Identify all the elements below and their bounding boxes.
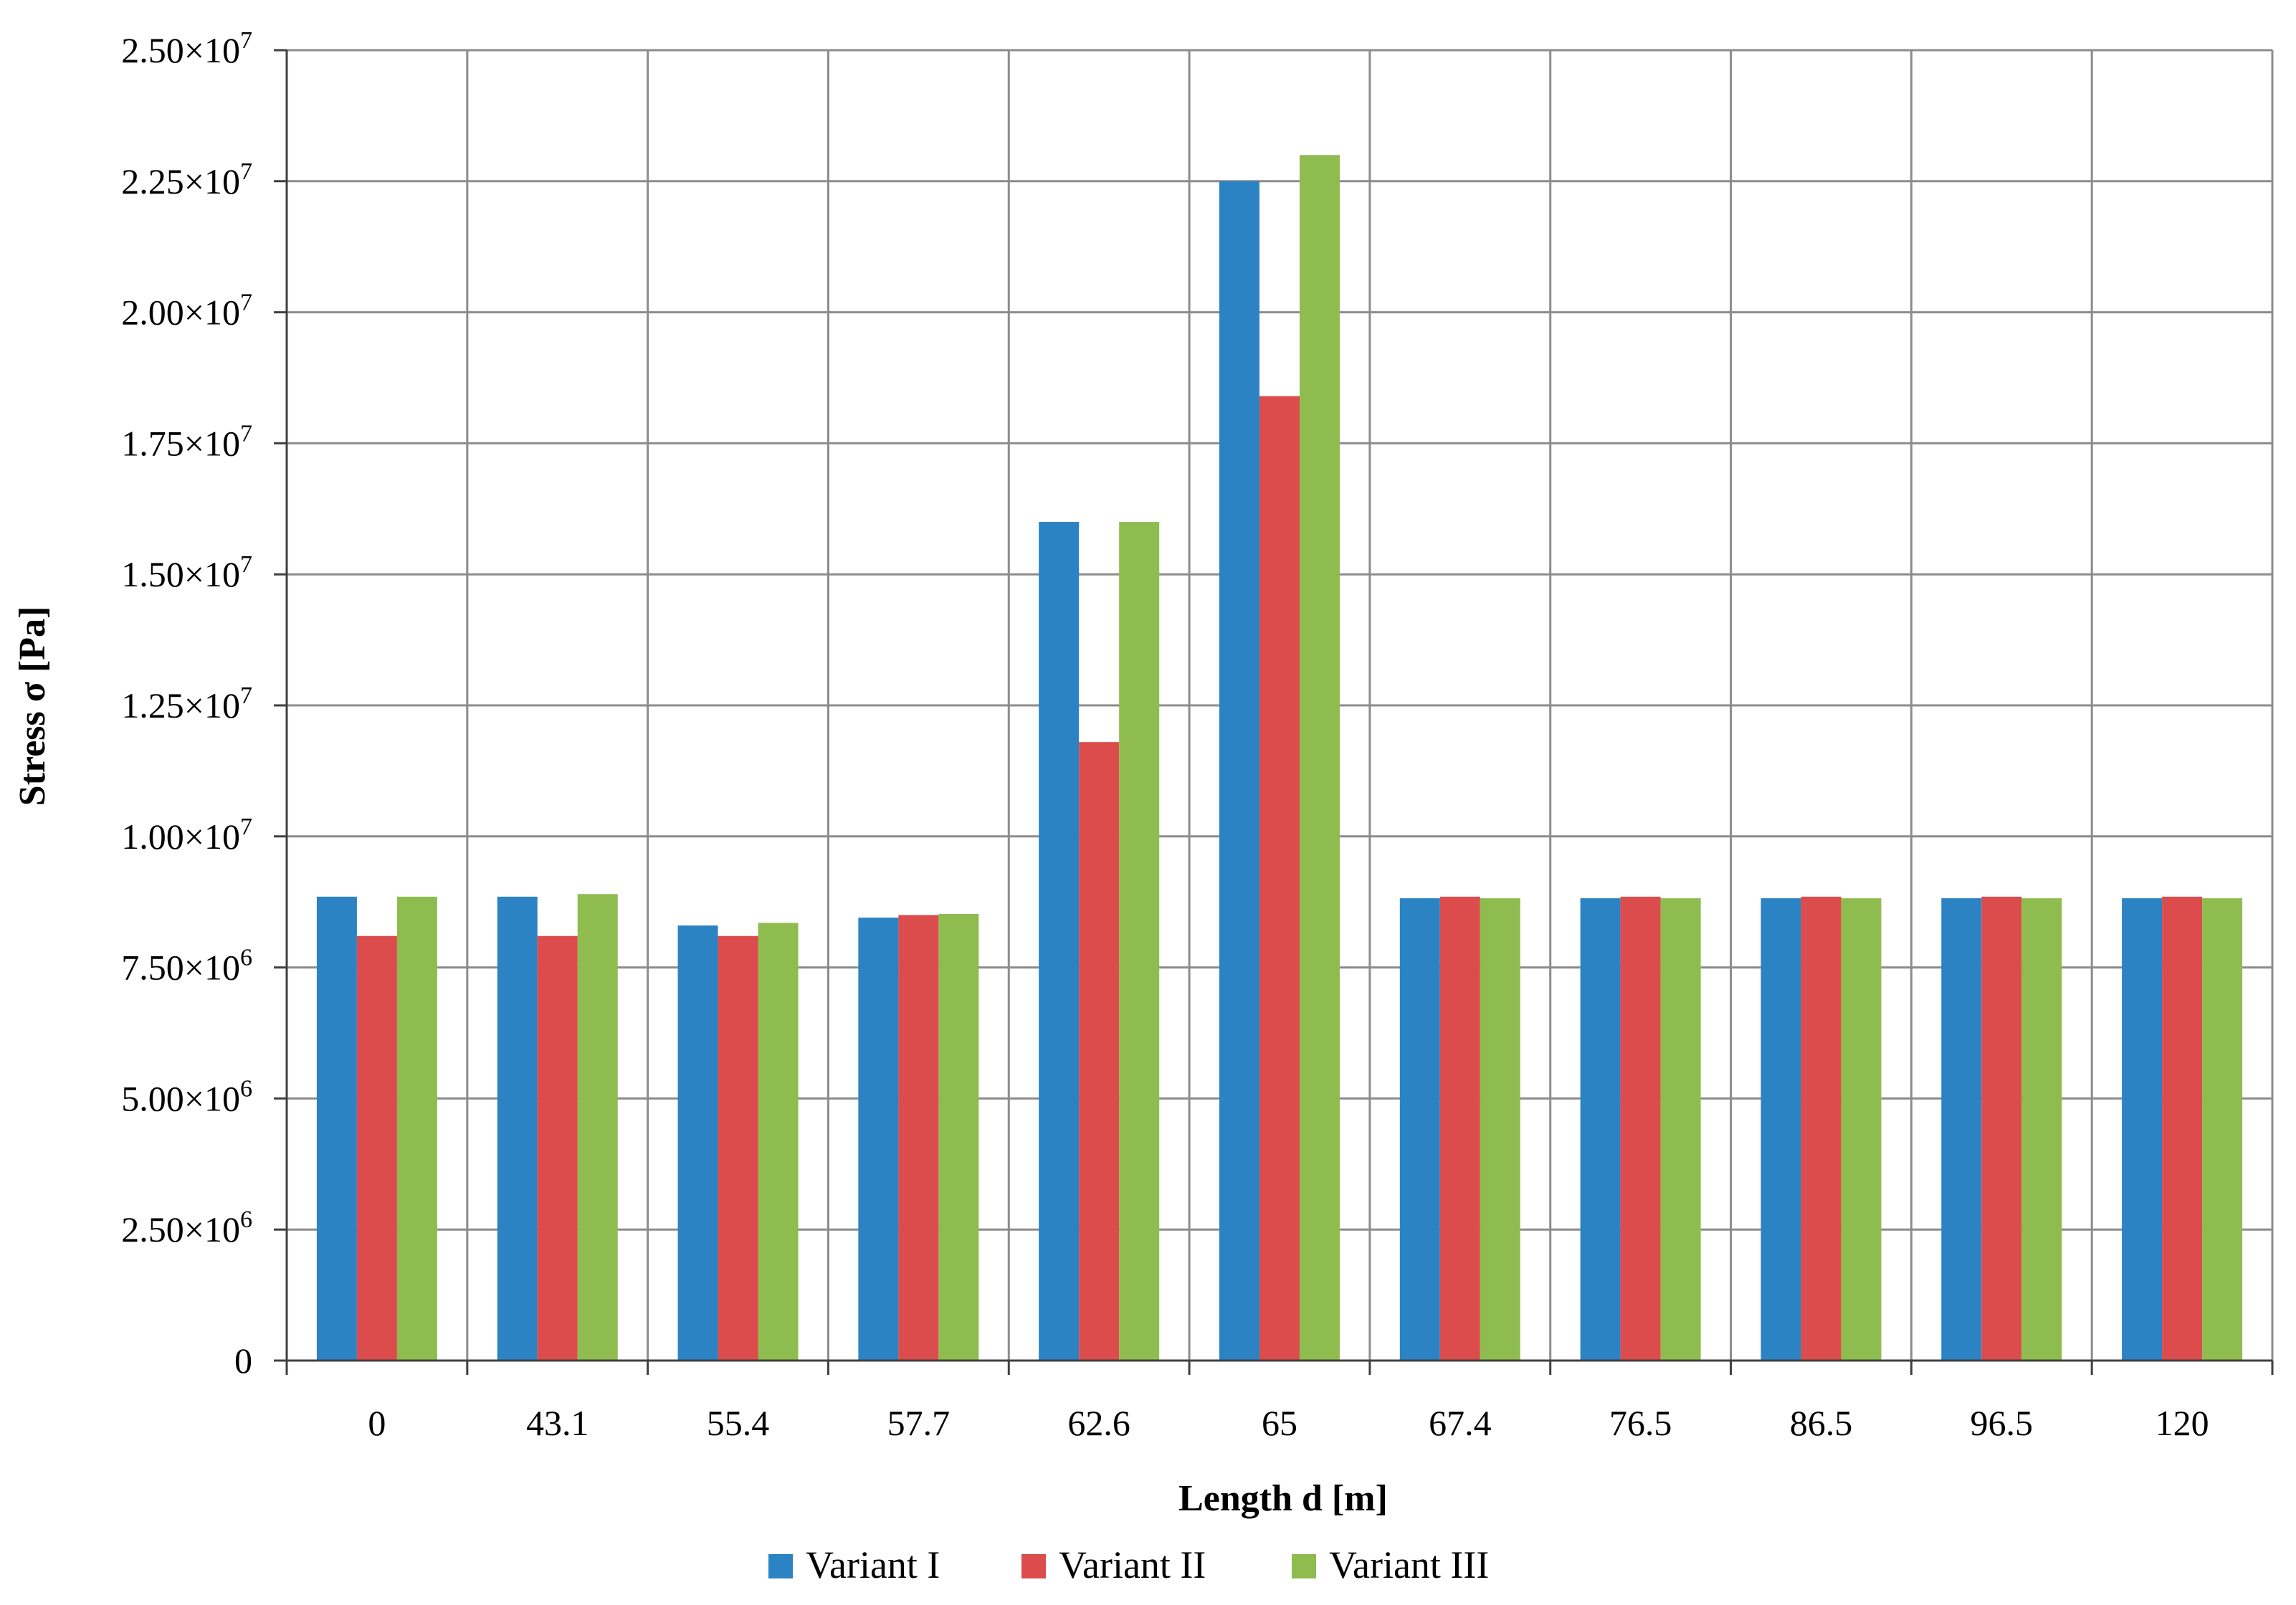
bar [497, 896, 538, 1361]
y-tick-label: 2.50×106 [121, 1206, 252, 1249]
x-tick-label: 120 [2156, 1403, 2209, 1443]
bar [758, 923, 799, 1361]
y-tick-label: 2.25×107 [121, 158, 252, 201]
y-tick-label: 1.00×107 [121, 814, 252, 857]
x-tick-label: 96.5 [1971, 1403, 2034, 1443]
bar [1981, 896, 2022, 1361]
x-axis-title: Length d [m] [1178, 1478, 1388, 1519]
x-tick-label: 76.5 [1609, 1403, 1672, 1443]
bar [1259, 396, 1300, 1361]
x-tick-label: 0 [368, 1403, 386, 1443]
legend-label: Variant III [1329, 1543, 1489, 1586]
y-tick-label: 1.25×107 [121, 682, 252, 725]
bar [1119, 522, 1160, 1361]
x-tick-label: 86.5 [1790, 1403, 1853, 1443]
bar [396, 896, 437, 1361]
bar [938, 914, 979, 1361]
legend: Variant I Variant II Variant III [768, 1543, 1489, 1586]
bar [316, 896, 357, 1361]
bar [1801, 896, 1842, 1361]
bar [2021, 898, 2062, 1361]
bar [858, 918, 899, 1361]
bar [898, 915, 939, 1361]
y-tick-label: 1.50×107 [121, 551, 252, 594]
legend-swatch [1021, 1554, 1046, 1578]
bar [1941, 898, 1982, 1361]
bar [2202, 898, 2243, 1361]
x-tick-label: 65 [1262, 1403, 1297, 1443]
y-tick-label: 0 [234, 1340, 252, 1381]
bar [2122, 898, 2163, 1361]
x-tick-label: 62.6 [1067, 1403, 1130, 1443]
bar [1761, 898, 1801, 1361]
y-axis-title: Stress σ [Pa] [12, 606, 53, 806]
y-tick-label: 2.00×107 [121, 290, 252, 333]
bar [1580, 898, 1621, 1361]
bar [1039, 522, 1080, 1361]
bar [2162, 896, 2203, 1361]
x-tick-label: 55.4 [707, 1403, 770, 1443]
bar [1399, 898, 1440, 1361]
x-tick-labels: 0 43.1 55.4 57.7 62.6 65 67.4 76.5 86.5 96.5 120 [368, 1403, 2209, 1443]
bar [1079, 742, 1120, 1361]
legend-label: Variant I [806, 1543, 940, 1586]
bar [1480, 898, 1520, 1361]
y-tick-label: 1.75×107 [121, 420, 252, 463]
y-tick-labels: 0 2.50×106 5.00×106 7.50×106 1.00×107 1.25×10… [121, 27, 252, 1381]
bar [577, 894, 618, 1361]
bar [537, 935, 578, 1361]
bar [1300, 155, 1340, 1361]
axes [274, 49, 2274, 1375]
bar [356, 935, 397, 1361]
y-tick-label: 5.00×106 [121, 1075, 252, 1118]
bar [1660, 898, 1701, 1361]
bars [316, 155, 2243, 1361]
x-tick-label: 57.7 [887, 1403, 951, 1443]
bar [1841, 898, 1882, 1361]
x-tick-label: 67.4 [1429, 1403, 1492, 1443]
bar [718, 935, 758, 1361]
y-tick-label: 7.50×106 [121, 945, 252, 988]
y-tick-label: 2.50×107 [121, 27, 252, 70]
bar [677, 925, 718, 1361]
legend-swatch [768, 1554, 793, 1578]
bar [1439, 896, 1480, 1361]
legend-swatch [1292, 1554, 1316, 1578]
bar [1620, 896, 1661, 1361]
legend-label: Variant II [1059, 1543, 1206, 1586]
x-tick-label: 43.1 [526, 1403, 589, 1443]
bar [1219, 181, 1259, 1361]
